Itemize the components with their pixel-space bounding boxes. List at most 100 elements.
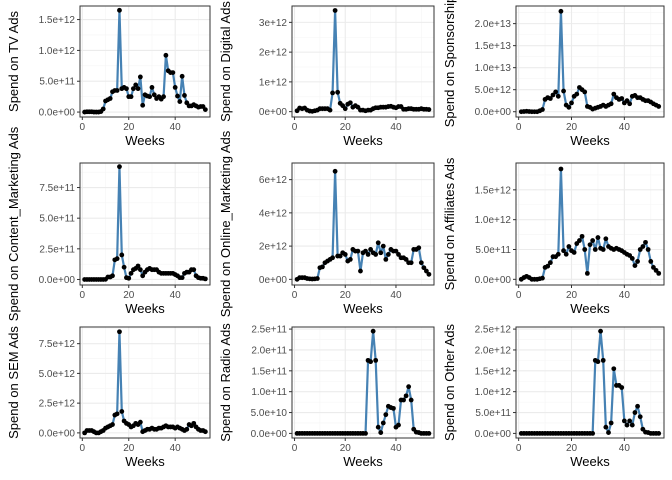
data-point [571, 250, 577, 255]
data-point [140, 273, 146, 279]
data-point [566, 104, 572, 110]
data-point [140, 102, 146, 108]
data-point [327, 107, 333, 113]
data-point [355, 248, 361, 254]
y-tick-label: 1.0e+12 [475, 387, 512, 398]
y-tick-label: 2.5e+11 [251, 325, 287, 336]
x-tick-label: 20 [566, 443, 578, 454]
data-point [396, 252, 401, 257]
data-point [624, 422, 630, 428]
y-tick-label: 5.0e+11 [475, 245, 511, 256]
data-point [416, 245, 422, 251]
data-point [368, 247, 374, 252]
data-point [600, 247, 606, 252]
x-tick-label: 0 [292, 122, 298, 133]
data-point [656, 104, 662, 109]
x-tick-label: 20 [340, 443, 352, 454]
data-point [133, 82, 139, 88]
panel-border [515, 5, 665, 118]
data-point [421, 265, 427, 271]
y-axis-title: Spend on SEM Ads [6, 326, 21, 439]
x-axis-title: Weeks [570, 133, 610, 148]
data-point [635, 259, 640, 264]
panel-background [516, 327, 664, 438]
y-tick-label: 2e+12 [259, 242, 288, 253]
data-point [202, 107, 208, 112]
data-point [202, 429, 208, 435]
data-point [555, 251, 561, 257]
data-point [363, 431, 368, 436]
x-tick-label: 0 [80, 290, 86, 301]
data-point [600, 357, 606, 363]
y-axis-title: Spend on Content_Marketing Ads [6, 126, 21, 321]
data-point [555, 93, 561, 99]
data-point [608, 101, 614, 107]
y-tick-label: 1.0e+12 [475, 215, 512, 226]
data-point [391, 405, 396, 411]
y-tick-label: 1e+12 [259, 77, 288, 88]
x-tick-label: 40 [390, 290, 402, 301]
panel-8: 0 20 40 0.0e+00 5.0e+10 1.0e+11 1.5e+11 2.0e+11… [218, 323, 435, 469]
y-tick-label: 5.0e+11 [39, 77, 75, 88]
data-point [621, 418, 627, 424]
panel-border [79, 5, 211, 118]
data-point [426, 107, 432, 112]
y-tick-label: 1.0e+11 [251, 387, 287, 398]
x-tick-label: 0 [80, 443, 86, 454]
panel-background [292, 163, 434, 285]
data-point [637, 414, 643, 420]
x-tick-label: 20 [340, 122, 352, 133]
panel-background [292, 327, 434, 438]
y-axis-title: Spend on Digital Ads [218, 1, 233, 122]
data-point [117, 7, 122, 13]
y-tick-label: 1.5e+13 [475, 41, 512, 52]
y-tick-label: 0e+00 [259, 275, 288, 286]
y-tick-label: 2.5e+12 [39, 399, 76, 410]
data-point [595, 235, 601, 240]
data-point [643, 239, 648, 245]
y-tick-label: 5.0e+11 [39, 214, 75, 225]
data-point [426, 271, 432, 277]
data-point [375, 424, 381, 430]
x-tick-label: 20 [123, 122, 135, 133]
data-point [611, 91, 617, 97]
x-axis-title: Weeks [125, 133, 165, 148]
data-point [332, 8, 338, 13]
data-point [561, 248, 566, 254]
panel-9: 0 20 40 0.0e+00 5.0e+11 1.0e+12 1.5e+12 2.0e+12… [442, 323, 665, 469]
y-tick-label: 1.5e+12 [475, 185, 512, 196]
y-tick-label: 0e+00 [259, 107, 288, 118]
panel-border [515, 326, 665, 439]
y-axis-title: Spend on Online_Marketing Ads [218, 130, 233, 317]
data-point [423, 268, 429, 274]
data-point [330, 255, 335, 261]
data-point [119, 409, 125, 414]
data-point [645, 247, 651, 252]
x-tick-label: 40 [390, 443, 402, 454]
data-point [598, 328, 603, 334]
y-axis-title: Spend on Radio Ads [218, 323, 233, 442]
data-point [590, 431, 596, 436]
x-tick-label: 0 [80, 122, 86, 133]
x-tick-label: 20 [566, 290, 578, 301]
y-tick-label: 1.5e+12 [39, 15, 76, 26]
y-tick-label: 2.0e+12 [475, 345, 512, 356]
data-point [393, 248, 399, 254]
data-point [590, 238, 596, 243]
x-tick-label: 40 [619, 290, 631, 301]
data-point [114, 256, 120, 262]
x-tick-label: 0 [292, 290, 298, 301]
data-point [117, 329, 122, 335]
data-point [358, 268, 363, 274]
y-tick-label: 4e+12 [259, 208, 288, 219]
data-point [119, 252, 125, 258]
data-point [640, 244, 646, 249]
x-tick-label: 0 [292, 443, 298, 454]
panel-border [79, 326, 211, 439]
data-point [627, 418, 633, 424]
data-point [396, 422, 401, 428]
data-point [403, 257, 409, 262]
y-tick-label: 0.0e+00 [475, 275, 512, 286]
data-point [587, 242, 593, 248]
data-point [368, 359, 374, 365]
